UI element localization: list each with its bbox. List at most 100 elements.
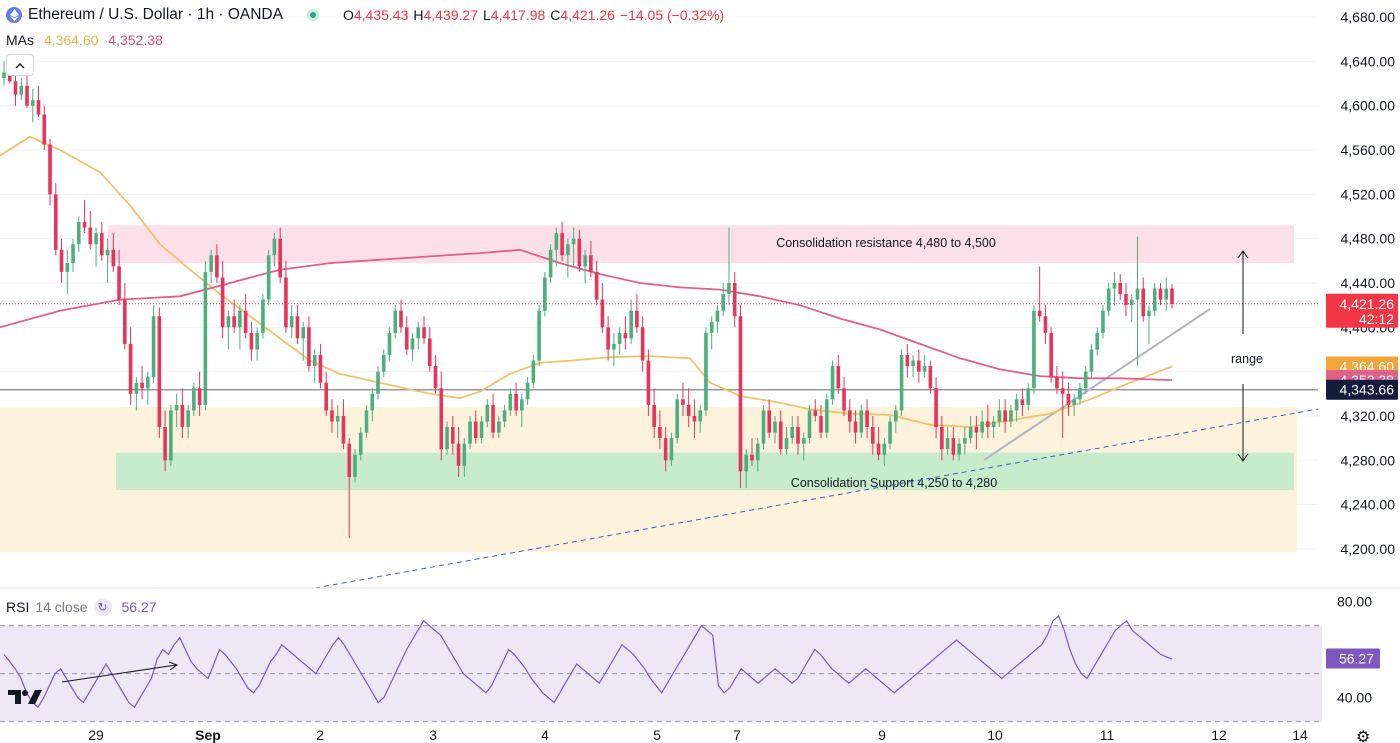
- candle-body: [1078, 388, 1082, 400]
- candle-body: [134, 382, 139, 394]
- candle-body: [88, 227, 93, 245]
- candle-body: [1112, 283, 1117, 289]
- candle-body: [301, 327, 305, 339]
- candle-body: [479, 421, 484, 439]
- ma200-value: 4,352.38: [108, 32, 163, 48]
- candle-body: [140, 382, 144, 389]
- candle-body: [594, 271, 599, 300]
- candle-body: [192, 388, 196, 411]
- candle-body: [744, 454, 749, 472]
- gear-icon[interactable]: ⚙: [1356, 729, 1371, 743]
- candle-body: [1118, 283, 1123, 295]
- ohlc-close-key: C: [550, 7, 561, 23]
- candle-body: [778, 421, 783, 450]
- candle-body: [243, 310, 248, 333]
- candle-body: [738, 316, 743, 472]
- time-axis-tick: 10: [987, 727, 1003, 743]
- candle-body: [963, 438, 967, 444]
- candle-body: [646, 360, 651, 405]
- symbol-header: Ethereum / U.S. Dollar · 1h · OANDA O4,4…: [6, 6, 724, 24]
- candle-body: [675, 399, 679, 439]
- candle-body: [450, 427, 455, 444]
- candle-body: [830, 366, 835, 400]
- candle-body: [853, 421, 858, 433]
- candle-body: [842, 388, 846, 411]
- candle-body: [784, 438, 789, 450]
- candle-body: [986, 421, 990, 428]
- ma-legend[interactable]: MAs 4,364.60 4,352.38: [6, 32, 163, 48]
- collapse-legend-button[interactable]: [6, 54, 34, 76]
- rsi-legend[interactable]: RSI 14 close ↻ 56.27: [6, 598, 157, 616]
- candle-body: [111, 249, 116, 267]
- rsi-line: [3, 615, 1173, 709]
- time-axis-tick: 4: [541, 727, 549, 743]
- candle-body: [1037, 310, 1042, 317]
- ohlc-open: 4,435.43: [353, 7, 409, 23]
- candle-body: [1089, 349, 1094, 372]
- support-zone: [116, 452, 1294, 491]
- candle-body: [922, 366, 927, 372]
- symbol-title[interactable]: Ethereum / U.S. Dollar · 1h · OANDA: [28, 6, 283, 23]
- candle-body: [847, 410, 852, 422]
- ohlc-high: 4,439.27: [423, 7, 478, 23]
- time-axis-tick: 9: [878, 727, 886, 743]
- rsi-divergence-arrow-head: [168, 661, 179, 671]
- candle-body: [1066, 393, 1071, 405]
- candle-body: [456, 443, 461, 466]
- time-axis-tick: 12: [1211, 727, 1227, 743]
- candle-body: [19, 85, 24, 95]
- candle-body: [353, 454, 357, 477]
- candle-body: [197, 388, 202, 405]
- candle-body: [865, 410, 869, 428]
- candle-body: [318, 355, 323, 383]
- price-axis-tick: 4,440.00: [1341, 275, 1396, 291]
- candle-body: [284, 277, 288, 328]
- candle-body: [968, 427, 973, 439]
- ohlc-change: −14.05 (−0.32%): [619, 7, 725, 23]
- candle-body: [312, 355, 317, 367]
- candle-body: [410, 338, 415, 350]
- price-axis-tick: 4,200.00: [1341, 541, 1396, 557]
- price-axis-tick: 4,480.00: [1341, 231, 1396, 247]
- ohlc-low: 4,417.98: [490, 7, 546, 23]
- tradingview-logo-icon[interactable]: [8, 688, 42, 706]
- candle-body: [600, 299, 605, 328]
- candle-body: [42, 114, 47, 145]
- ethereum-icon: [6, 7, 22, 23]
- candle-body: [404, 327, 409, 350]
- candle-body: [583, 255, 587, 267]
- candle-body: [554, 233, 559, 250]
- candle-body: [617, 332, 622, 344]
- candle-body: [790, 427, 795, 439]
- candle-body: [59, 249, 64, 272]
- candle-body: [427, 338, 432, 367]
- candle-body: [801, 438, 806, 444]
- candle-body: [1043, 316, 1048, 333]
- cycle-icon[interactable]: ↻: [93, 598, 112, 616]
- time-axis-tick: Sep: [195, 727, 221, 743]
- ohlc-high-key: H: [413, 7, 424, 23]
- candle-body: [1106, 288, 1111, 311]
- candle-body: [71, 244, 75, 264]
- candle-body: [606, 327, 610, 350]
- candle-body: [307, 327, 311, 367]
- price-axis-tick: 4,600.00: [1341, 98, 1396, 114]
- candle-body: [209, 255, 213, 272]
- candle-body: [146, 377, 150, 389]
- candle-body: [128, 343, 133, 394]
- range-arrow-down-head: [1237, 453, 1249, 462]
- candle-body: [1014, 399, 1019, 411]
- candle-body: [364, 410, 369, 433]
- candle-body: [750, 454, 754, 461]
- candle-body: [997, 410, 1002, 422]
- candle-body: [100, 233, 104, 256]
- candle-body: [186, 410, 190, 428]
- price-axis-tick: 4,240.00: [1341, 497, 1396, 513]
- candle-body: [727, 283, 731, 295]
- rsi-value: 56.27: [121, 599, 157, 615]
- candle-body: [525, 382, 530, 400]
- candle-body: [1152, 288, 1157, 311]
- candle-body: [899, 355, 904, 411]
- candle-body: [698, 410, 702, 422]
